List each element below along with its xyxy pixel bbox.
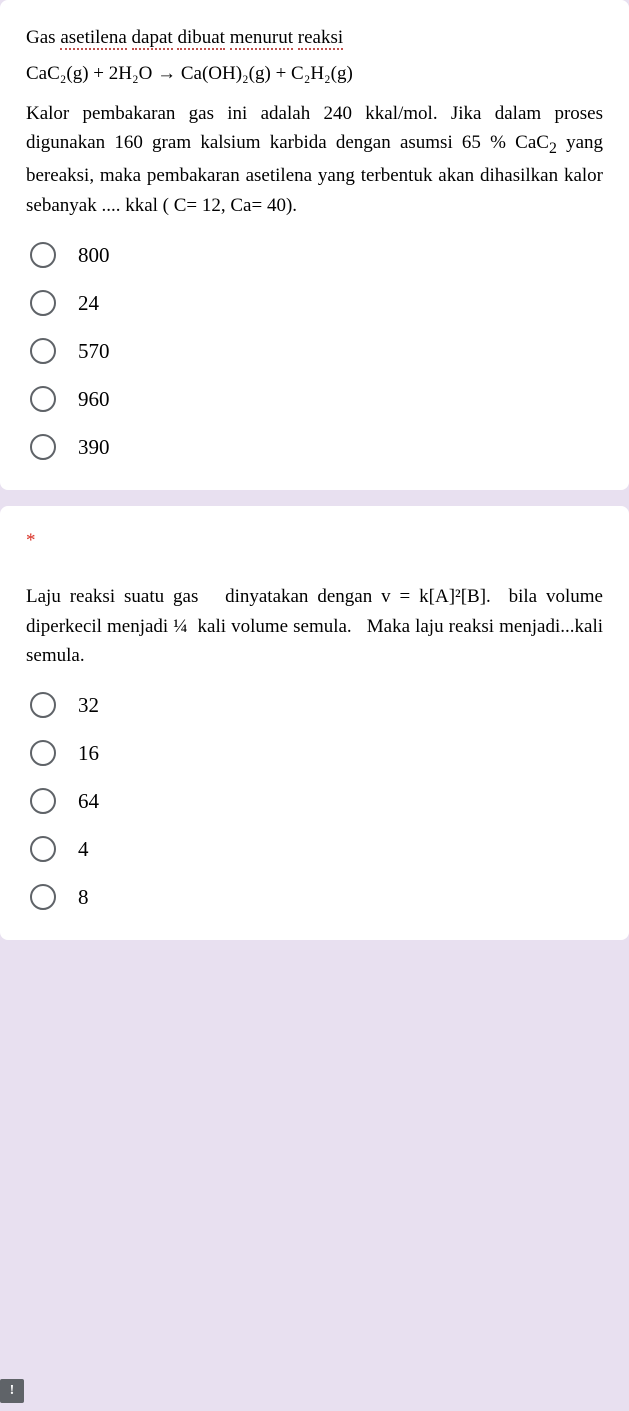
radio-icon	[30, 290, 56, 316]
option-label: 4	[78, 837, 89, 862]
radio-icon	[30, 338, 56, 364]
option-label: 16	[78, 741, 99, 766]
option-label: 64	[78, 789, 99, 814]
radio-icon	[30, 884, 56, 910]
radio-icon	[30, 242, 56, 268]
radio-icon	[30, 836, 56, 862]
question-card-1: Gas asetilena dapat dibuat menurut reaks…	[0, 0, 629, 490]
option-label: 24	[78, 291, 99, 316]
alert-icon[interactable]: !	[0, 1379, 24, 1403]
option-label: 960	[78, 387, 110, 412]
option-q1-1[interactable]: 24	[30, 290, 603, 316]
question-1-options: 800 24 570 960 390	[26, 242, 603, 460]
option-q2-2[interactable]: 64	[30, 788, 603, 814]
radio-icon	[30, 740, 56, 766]
option-label: 32	[78, 693, 99, 718]
option-q1-2[interactable]: 570	[30, 338, 603, 364]
option-label: 390	[78, 435, 110, 460]
required-asterisk: *	[26, 530, 603, 552]
question-card-2: * Laju reaksi suatu gas dinyatakan denga…	[0, 506, 629, 940]
option-q2-0[interactable]: 32	[30, 692, 603, 718]
question-1-body: Kalor pembakaran gas ini adalah 240 kkal…	[26, 99, 603, 221]
option-label: 570	[78, 339, 110, 364]
question-1-intro: Gas asetilena dapat dibuat menurut reaks…	[26, 24, 603, 53]
question-1-equation: CaC₂(g) + 2H₂O → Ca(OH)₂(g) + C₂H₂(g)	[26, 63, 603, 85]
option-q2-3[interactable]: 4	[30, 836, 603, 862]
radio-icon	[30, 386, 56, 412]
option-q2-1[interactable]: 16	[30, 740, 603, 766]
question-2-options: 32 16 64 4 8	[26, 692, 603, 910]
alert-label: !	[10, 1383, 15, 1399]
option-q1-0[interactable]: 800	[30, 242, 603, 268]
option-q1-4[interactable]: 390	[30, 434, 603, 460]
radio-icon	[30, 434, 56, 460]
radio-icon	[30, 788, 56, 814]
option-label: 800	[78, 243, 110, 268]
option-label: 8	[78, 885, 89, 910]
question-2-body: Laju reaksi suatu gas dinyatakan dengan …	[26, 582, 603, 670]
option-q2-4[interactable]: 8	[30, 884, 603, 910]
option-q1-3[interactable]: 960	[30, 386, 603, 412]
radio-icon	[30, 692, 56, 718]
